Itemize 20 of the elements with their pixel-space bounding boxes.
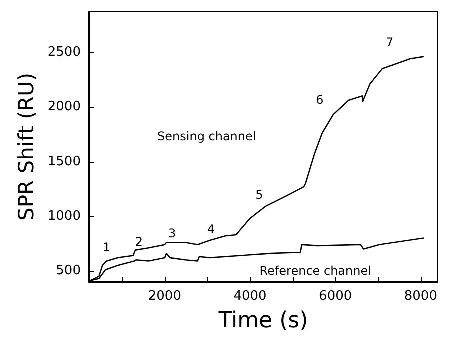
y-tick-label: 1500 <box>48 154 81 170</box>
x-tick-label: 4000 <box>234 289 267 304</box>
y-axis-title: SPR Shift (RU) <box>14 72 38 222</box>
y-tick-label: 2000 <box>48 100 81 115</box>
y-tick-label: 500 <box>56 264 81 279</box>
x-tick-label: 6000 <box>319 289 352 304</box>
y-tick-label: 1000 <box>48 208 81 224</box>
annotation: Reference channel <box>260 264 372 278</box>
x-tick-label: 8000 <box>404 289 438 304</box>
annotation: 5 <box>256 188 264 202</box>
annotation: 3 <box>168 226 176 241</box>
x-axis-title: Time (s) <box>218 308 308 334</box>
annotation: 6 <box>316 93 324 108</box>
annotation: 1 <box>102 240 111 254</box>
y-tick-label: 2500 <box>48 44 81 60</box>
annotation: 7 <box>386 35 394 50</box>
annotation: 4 <box>207 222 216 236</box>
x-tick-label: 2000 <box>148 289 182 304</box>
annotation: Sensing channel <box>158 130 256 144</box>
annotation: 2 <box>135 234 144 249</box>
